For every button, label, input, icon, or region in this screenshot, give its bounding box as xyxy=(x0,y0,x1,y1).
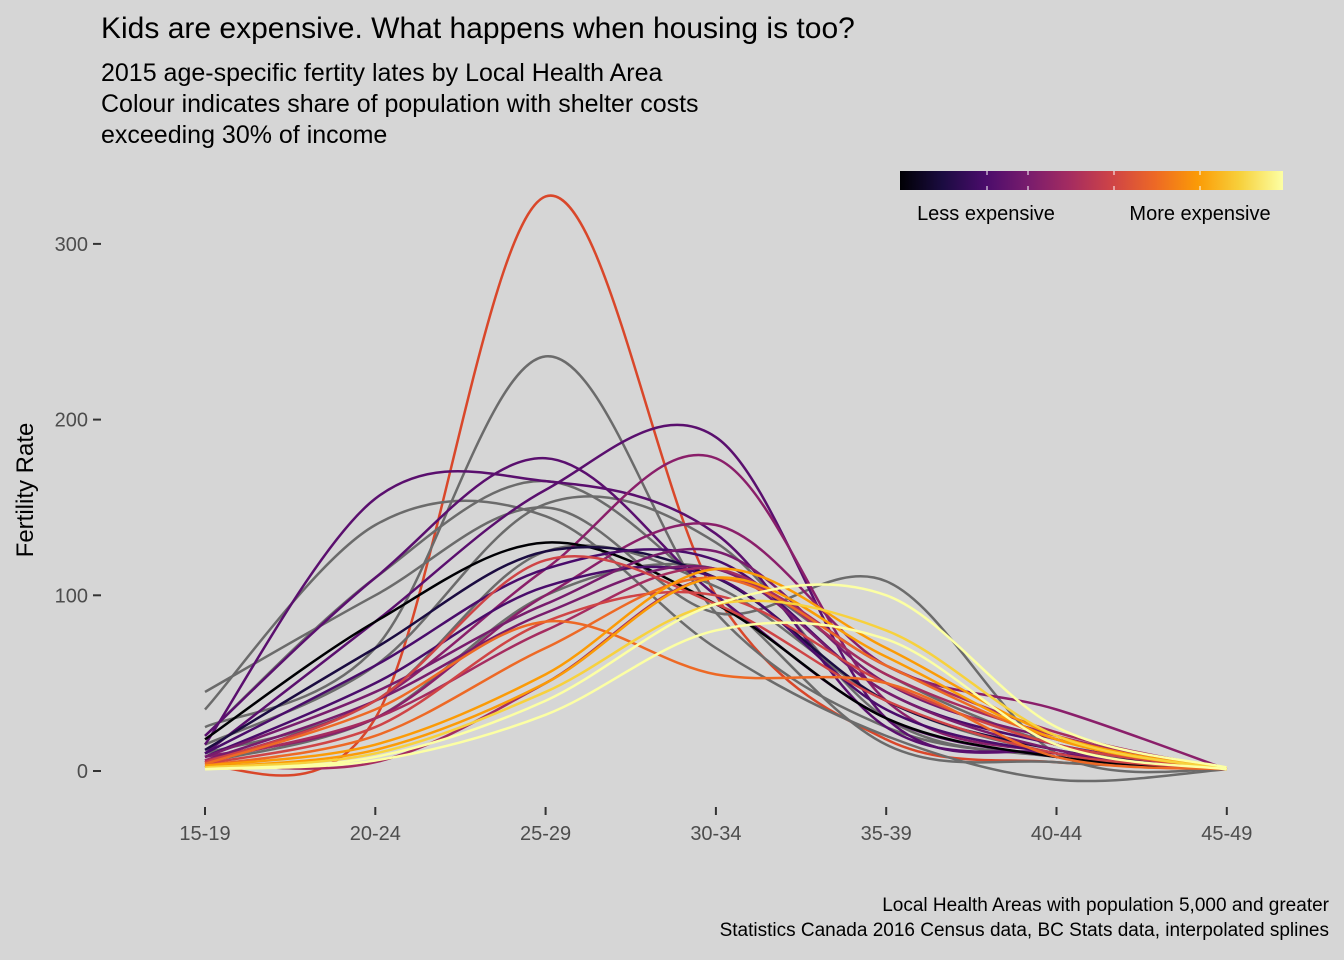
y-axis-label: Fertility Rate xyxy=(12,423,39,558)
x-tick-label: 20-24 xyxy=(350,823,401,845)
caption-line-1: Local Health Areas with population 5,000… xyxy=(882,895,1329,916)
series-line xyxy=(204,583,1228,771)
x-tick-label: 40-44 xyxy=(1031,823,1082,845)
series-line xyxy=(204,619,1227,771)
x-tick-label: 45-49 xyxy=(1201,823,1252,845)
series-line xyxy=(204,499,1227,783)
caption-line-2: Statistics Canada 2016 Census data, BC S… xyxy=(719,920,1329,941)
chart-title: Kids are expensive. What happens when ho… xyxy=(101,12,855,45)
x-tick-label: 15-19 xyxy=(179,823,230,845)
x-tick-label: 25-29 xyxy=(520,823,571,845)
legend-low-label: Less expensive xyxy=(917,203,1055,225)
y-tick-label: 100 xyxy=(55,585,88,607)
legend-colorbar xyxy=(900,171,1283,190)
series-lines xyxy=(203,194,1228,783)
y-tick-label: 300 xyxy=(55,234,88,256)
series-line xyxy=(204,194,1227,777)
chart-subtitle-line-1: 2015 age-specific fertity lates by Local… xyxy=(101,59,663,87)
legend-high-label: More expensive xyxy=(1129,203,1270,225)
chart-subtitle-line-2: Colour indicates share of population wit… xyxy=(101,90,699,118)
series-line xyxy=(204,576,1228,771)
series-line xyxy=(204,621,1227,771)
x-tick-label: 35-39 xyxy=(861,823,912,845)
y-tick-label: 0 xyxy=(77,761,88,783)
x-tick-label: 30-34 xyxy=(690,823,741,845)
y-tick-label: 200 xyxy=(55,410,88,432)
chart-subtitle-line-3: exceeding 30% of income xyxy=(101,121,388,149)
series-line xyxy=(204,566,1228,771)
